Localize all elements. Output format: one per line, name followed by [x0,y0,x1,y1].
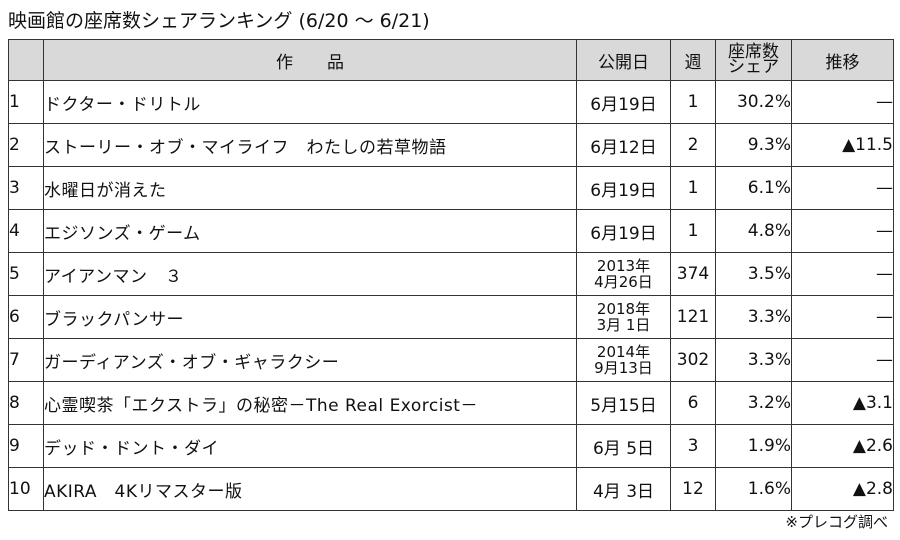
release-year: 2018年 [596,300,651,318]
release-cell: 6月19日 [576,166,671,210]
release-day: 4月26日 [594,273,653,291]
header-title: 作 品 [43,39,577,81]
title-cell: ブラックパンサー [43,295,577,339]
header-share: 座席数 シェア [715,39,792,81]
trend-cell: — [791,295,894,339]
trend-cell: ▲2.8 [791,467,894,511]
share-cell: 3.3% [715,295,792,339]
rank-cell: 5 [8,252,44,296]
rank-cell: 6 [8,295,44,339]
rank-cell: 7 [8,338,44,382]
trend-cell: — [791,252,894,296]
source-note: ※プレコグ調べ [785,513,888,531]
table-row: 2 ストーリー・オブ・マイライフ わたしの若草物語 6月12日 2 9.3% ▲… [8,123,894,167]
trend-cell: ▲11.5 [791,123,894,167]
share-cell: 6.1% [715,166,792,210]
table-row: 4 エジソンズ・ゲーム 6月19日 1 4.8% — [8,209,894,253]
release-day: 3月 1日 [596,316,651,334]
weeks-cell: 2 [670,123,716,167]
trend-cell: — [791,166,894,210]
title-cell: アイアンマン ３ [43,252,577,296]
share-cell: 3.3% [715,338,792,382]
share-cell: 3.2% [715,381,792,425]
table-row: 3 水曜日が消えた 6月19日 1 6.1% — [8,166,894,210]
rank-cell: 2 [8,123,44,167]
table-row: 1 ドクター・ドリトル 6月19日 1 30.2% — [8,80,894,124]
release-cell: 2018年 3月 1日 [576,295,671,339]
release-cell: 2013年 4月26日 [576,252,671,296]
release-cell: 6月19日 [576,80,671,124]
title-cell: 心霊喫茶「エクストラ」の秘密－The Real Exorcist－ [43,381,577,425]
share-cell: 3.5% [715,252,792,296]
rank-cell: 1 [8,80,44,124]
header-trend: 推移 [791,39,894,81]
weeks-cell: 3 [670,424,716,468]
rank-cell: 3 [8,166,44,210]
trend-cell: — [791,338,894,382]
page-title: 映画館の座席数シェアランキング (6/20 ～ 6/21) [8,10,430,32]
rank-cell: 8 [8,381,44,425]
share-cell: 1.6% [715,467,792,511]
title-cell: エジソンズ・ゲーム [43,209,577,253]
weeks-cell: 12 [670,467,716,511]
release-cell: 6月19日 [576,209,671,253]
trend-cell: ▲2.6 [791,424,894,468]
table-row: 8 心霊喫茶「エクストラ」の秘密－The Real Exorcist－ 5月15… [8,381,894,425]
release-cell: 5月15日 [576,381,671,425]
header-release: 公開日 [576,39,671,81]
table-row: 9 デッド・ドント・ダイ 6月 5日 3 1.9% ▲2.6 [8,424,894,468]
weeks-cell: 374 [670,252,716,296]
share-cell: 4.8% [715,209,792,253]
header-row: 作 品 公開日 週 座席数 シェア 推移 [8,39,894,81]
table-row: 5 アイアンマン ３ 2013年 4月26日 374 3.5% — [8,252,894,296]
title-cell: デッド・ドント・ダイ [43,424,577,468]
release-cell: 4月 3日 [576,467,671,511]
table-row: 7 ガーディアンズ・オブ・ギャラクシー 2014年 9月13日 302 3.3%… [8,338,894,382]
trend-cell: ▲3.1 [791,381,894,425]
weeks-cell: 121 [670,295,716,339]
title-cell: ガーディアンズ・オブ・ギャラクシー [43,338,577,382]
release-cell: 2014年 9月13日 [576,338,671,382]
header-rank [8,39,44,81]
release-cell: 6月12日 [576,123,671,167]
weeks-cell: 1 [670,80,716,124]
share-cell: 9.3% [715,123,792,167]
release-year: 2013年 [596,257,651,275]
title-cell: AKIRA 4Kリマスター版 [43,467,577,511]
weeks-cell: 6 [670,381,716,425]
rank-cell: 10 [8,467,44,511]
title-cell: 水曜日が消えた [43,166,577,210]
rank-cell: 4 [8,209,44,253]
trend-cell: — [791,80,894,124]
share-cell: 30.2% [715,80,792,124]
weeks-cell: 1 [670,209,716,253]
weeks-cell: 302 [670,338,716,382]
title-cell: ストーリー・オブ・マイライフ わたしの若草物語 [43,123,577,167]
trend-cell: — [791,209,894,253]
rank-cell: 9 [8,424,44,468]
header-weeks: 週 [670,39,716,81]
table-row: 10 AKIRA 4Kリマスター版 4月 3日 12 1.6% ▲2.8 [8,467,894,511]
weeks-cell: 1 [670,166,716,210]
table-row: 6 ブラックパンサー 2018年 3月 1日 121 3.3% — [8,295,894,339]
ranking-table: 作 品 公開日 週 座席数 シェア 推移 1 ドクター・ドリトル 6月19日 1… [8,39,894,511]
title-cell: ドクター・ドリトル [43,80,577,124]
header-share-line2: シェア [728,57,779,77]
release-day: 9月13日 [594,359,653,377]
header-share-line1: 座席数 [728,42,779,62]
release-year: 2014年 [596,343,651,361]
share-cell: 1.9% [715,424,792,468]
release-cell: 6月 5日 [576,424,671,468]
